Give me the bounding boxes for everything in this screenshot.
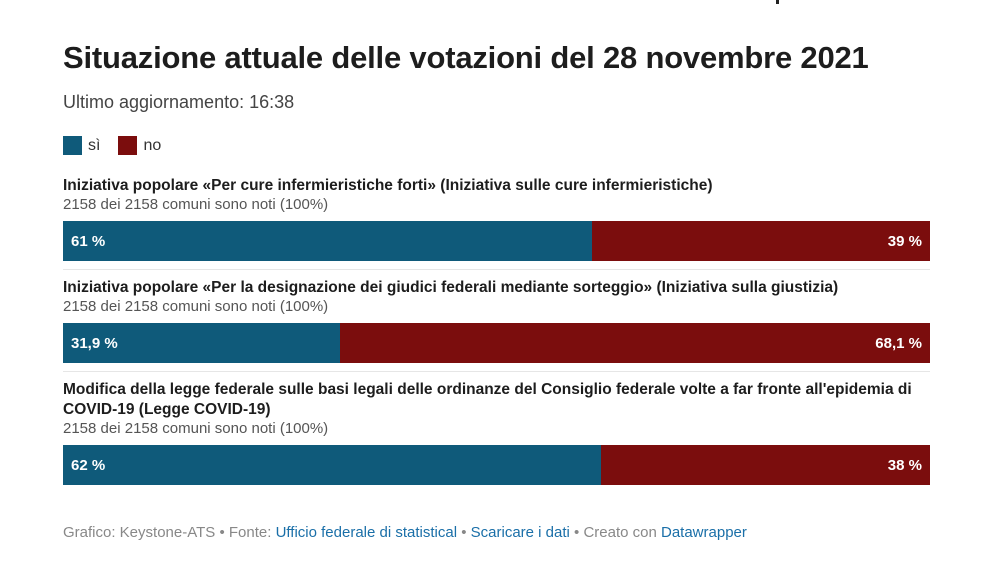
vote-row: Modifica della legge federale sulle basi… bbox=[63, 380, 930, 485]
row-divider bbox=[63, 269, 930, 270]
row-title: Iniziativa popolare «Per cure infermieri… bbox=[63, 177, 713, 194]
legend-item-yes: sì bbox=[63, 136, 100, 155]
vote-row: Iniziativa popolare «Per cure infermieri… bbox=[63, 176, 930, 270]
bar-segment-no: 38 % bbox=[600, 445, 930, 485]
bar-label-no: 68,1 % bbox=[875, 334, 922, 352]
row-title: Iniziativa popolare «Per la designazione… bbox=[63, 279, 839, 296]
row-title: Modifica della legge federale sulle basi… bbox=[63, 381, 912, 418]
chart-subtitle: Ultimo aggiornamento: 16:38 bbox=[63, 92, 295, 112]
bar-label-no: 38 % bbox=[887, 456, 922, 474]
bar-rows: Iniziativa popolare «Per cure infermieri… bbox=[63, 176, 930, 493]
footer-datawrapper-link[interactable]: Datawrapper bbox=[661, 524, 747, 541]
legend-label-yes: sì bbox=[88, 136, 101, 154]
stacked-bar: 31,9 % 68,1 % bbox=[63, 323, 930, 363]
footer-separator: • bbox=[457, 524, 471, 541]
bar-segment-no: 68,1 % bbox=[339, 323, 930, 363]
footer-created-with: • Creato con bbox=[569, 524, 661, 541]
row-note: 2158 dei 2158 comuni sono noti (100%) bbox=[63, 298, 329, 315]
footer-credit: Grafico: Keystone-ATS • Fonte: bbox=[63, 524, 276, 541]
chart-title: Situazione attuale delle votazioni del 2… bbox=[63, 40, 869, 75]
top-edge-mark bbox=[776, 0, 779, 4]
vote-row: Iniziativa popolare «Per la designazione… bbox=[63, 278, 930, 372]
footer-source-link[interactable]: Ufficio federale di statistical bbox=[275, 524, 458, 541]
bar-segment-yes: 31,9 % bbox=[63, 323, 340, 363]
stacked-bar: 61 % 39 % bbox=[63, 221, 930, 261]
legend-swatch-no bbox=[118, 136, 138, 155]
legend: sì no bbox=[63, 136, 179, 155]
bar-label-yes: 61 % bbox=[71, 232, 106, 250]
legend-item-no: no bbox=[118, 136, 161, 155]
stacked-bar: 62 % 38 % bbox=[63, 445, 930, 485]
legend-label-no: no bbox=[143, 136, 162, 154]
bar-segment-yes: 62 % bbox=[63, 445, 601, 485]
bar-label-yes: 62 % bbox=[71, 456, 106, 474]
bar-segment-no: 39 % bbox=[591, 221, 930, 261]
footer-download-link[interactable]: Scaricare i dati bbox=[470, 524, 570, 541]
row-divider bbox=[63, 371, 930, 372]
legend-swatch-yes bbox=[63, 136, 82, 155]
bar-label-yes: 31,9 % bbox=[71, 334, 118, 352]
bar-label-no: 39 % bbox=[887, 232, 922, 250]
row-note: 2158 dei 2158 comuni sono noti (100%) bbox=[63, 196, 329, 213]
footer: Grafico: Keystone-ATS • Fonte: Ufficio f… bbox=[63, 524, 747, 541]
row-note: 2158 dei 2158 comuni sono noti (100%) bbox=[63, 420, 329, 437]
bar-segment-yes: 61 % bbox=[63, 221, 592, 261]
